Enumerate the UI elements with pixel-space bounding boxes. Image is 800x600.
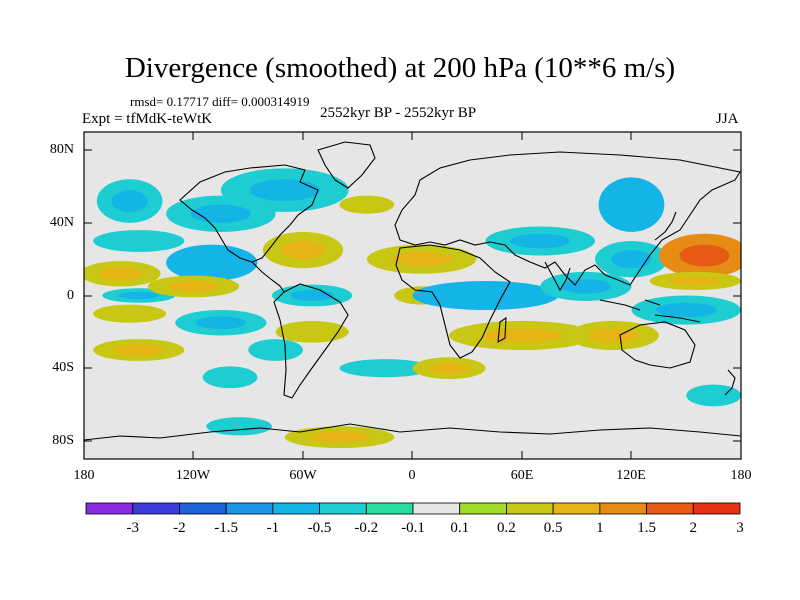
coastline-africa [395,244,511,359]
coastline-antarctica [84,423,741,441]
divergence-blob-core [481,328,563,343]
period-label: 2552kyr BP - 2552kyr BP [320,105,477,121]
divergence-blob-core [195,316,246,330]
colorbar-label: 1 [596,520,604,536]
colorbar-swatch [365,502,414,515]
divergence-blob-core [186,253,237,272]
lat-label-40n: 40N [49,215,74,230]
coastline-indonesia [599,299,701,323]
divergence-blob-core [98,267,143,281]
colorbar-label: -0.2 [354,520,379,536]
experiment-label: Expt = tfMdK-teWtK [82,111,213,127]
divergence-blob [275,320,349,343]
map-title: Divergence (smoothed) at 200 hPa (10**6 … [124,52,676,84]
colorbar-label: 3 [736,520,744,536]
lon-label-180w: 180 [73,468,95,483]
coastline-india [544,261,571,292]
divergence-blob-core [611,250,652,269]
season-label: JJA [716,111,739,127]
lon-label-60e: 60E [510,468,534,483]
colorbar-swatch [412,502,461,515]
coastline-australia [619,321,696,369]
lon-label-0: 0 [408,468,416,483]
divergence-blob-core [118,291,159,300]
coastline-eurasia [394,151,741,286]
colorbar-swatch [506,502,554,515]
colorbar-swatch [85,502,134,515]
divergence-blob-core [445,288,526,303]
colorbar-label: 0.5 [543,520,563,536]
colorbar-label: -0.5 [307,520,332,536]
lon-label-120e: 120E [616,468,646,483]
colorbar-label: 1.5 [637,520,656,536]
divergence-blob [202,366,258,389]
coastline-japan [654,211,677,241]
colorbar-swatch [272,502,320,515]
divergence-blob-core [613,191,650,219]
divergence-blob-core [510,233,571,249]
divergence-blob-core [309,431,370,443]
coastline-north-america [179,164,319,263]
lat-label-0: 0 [67,288,74,303]
colorbar-swatch [599,502,647,515]
colorbar-swatch [132,502,180,515]
colorbar-label: -0.1 [401,520,425,536]
coastline-greenland [317,141,376,189]
coastline-south-america [273,283,349,399]
colorbar-label: -2 [173,520,186,536]
colorbar-label: -3 [126,520,139,536]
colorbar-swatch [692,502,741,515]
divergence-blob-core [111,190,148,212]
divergence-blob-core [679,244,730,267]
colorbar-label: 2 [689,520,698,536]
divergence-blob [686,384,741,407]
coastline-new-zealand [724,369,736,396]
divergence-blob-core [656,302,717,318]
colorbar-label: -1.5 [214,520,239,536]
colorbar-label: 0.1 [450,520,470,536]
rmsd-diff-stats: rmsd= 0.17717 diff= 0.000314919 [130,94,310,109]
lon-label-60w: 60W [289,468,317,483]
divergence-field [84,168,741,449]
divergence-blob-core [280,241,326,260]
colorbar-swatch [225,502,274,515]
colorbar-swatch [646,502,694,515]
divergence-blob-core [113,344,164,356]
axis-ticks [84,132,741,459]
divergence-blob-core [670,276,721,286]
colorbar-label: 0.2 [497,520,516,536]
colorbar-label: -1 [266,520,280,536]
lat-label-80s: 80S [52,433,74,448]
colorbar-swatch [459,502,507,515]
divergence-blob-core [290,290,335,301]
divergence-blob [339,195,395,214]
divergence-blob [93,304,167,323]
colorbar-swatch [552,502,601,515]
coastline-madagascar [497,316,507,344]
lon-label-120w: 120W [175,468,211,483]
lon-label-180e: 180 [730,468,752,483]
coastlines [84,141,741,441]
divergence-blob [93,230,185,252]
coastline-central-america [251,261,285,293]
divergence-blob-core [428,362,470,374]
colorbar-swatch [319,502,367,515]
lat-label-80n: 80N [49,142,74,157]
divergence-blob [248,339,303,361]
lat-label-40s: 40S [52,360,74,375]
divergence-blob [339,359,431,378]
divergence-blob-core [391,251,452,267]
divergence-blob-core [249,179,320,202]
colorbar-swatch [179,502,227,515]
divergence-blob-core [168,280,219,292]
